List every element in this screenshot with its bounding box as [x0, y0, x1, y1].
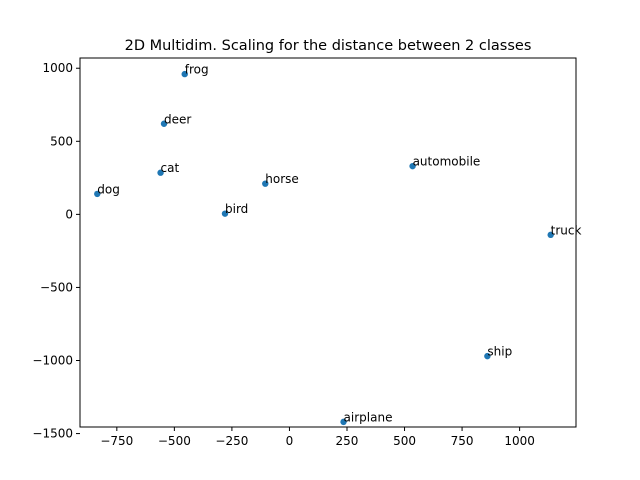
point-label-dog: dog	[97, 182, 120, 196]
x-tick-label: 0	[286, 434, 294, 448]
data-point-truck	[547, 231, 554, 239]
chart-title: 2D Multidim. Scaling for the distance be…	[125, 38, 532, 54]
y-tick-label: 0	[65, 207, 73, 221]
x-tick-label: 750	[451, 434, 474, 448]
point-label-deer: deer	[164, 112, 191, 126]
point-label-airplane: airplane	[344, 410, 393, 424]
data-point-airplane	[340, 418, 347, 426]
point-label-ship: ship	[487, 345, 512, 359]
data-point-horse	[262, 180, 269, 187]
data-point-cat	[157, 169, 164, 176]
x-tick-label: 250	[336, 434, 359, 448]
point-label-cat: cat	[161, 161, 180, 175]
x-tick-label: 500	[393, 434, 416, 448]
y-tick-label: −1500	[32, 427, 73, 441]
point-label-frog: frog	[185, 63, 209, 77]
point-label-automobile: automobile	[413, 155, 481, 169]
data-point-automobile	[409, 162, 416, 170]
data-point-bird	[221, 210, 229, 217]
x-tick-label: 1000	[504, 434, 535, 448]
point-label-truck: truck	[551, 223, 582, 237]
data-point-frog	[181, 70, 188, 78]
point-label-horse: horse	[265, 172, 299, 186]
x-tick-label: −250	[215, 434, 248, 448]
x-tick-label: −750	[100, 434, 133, 448]
x-tick-label: −500	[158, 434, 191, 448]
y-tick-label: −500	[40, 280, 73, 294]
y-tick-label: 500	[50, 134, 73, 148]
y-tick-label: 1000	[42, 61, 73, 75]
data-point-dog	[94, 190, 101, 198]
data-point-ship	[484, 352, 491, 360]
plot-area-frame	[79, 57, 577, 428]
data-points: frog deer automobile cat horse dog bird truck sh…	[94, 63, 582, 426]
data-point-deer	[160, 120, 168, 127]
y-axis-ticks: −1500 −1000 −500 0 500 1000	[32, 61, 80, 441]
point-label-bird: bird	[225, 202, 248, 216]
x-axis-ticks: −750 −500 −250 0 250 500 750 1000	[100, 427, 535, 448]
y-tick-label: −1000	[32, 354, 73, 368]
